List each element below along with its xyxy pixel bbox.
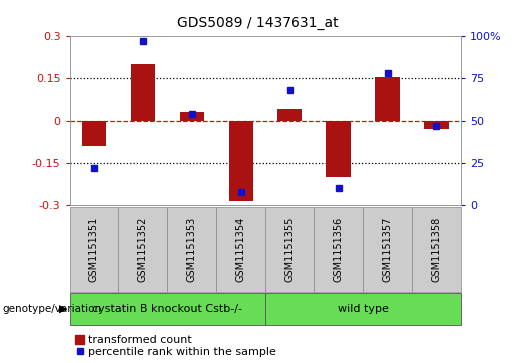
Text: genotype/variation: genotype/variation xyxy=(3,304,101,314)
Bar xyxy=(327,121,351,177)
Bar xyxy=(375,77,400,121)
Text: GSM1151356: GSM1151356 xyxy=(334,217,344,282)
Bar xyxy=(229,121,253,201)
Text: GSM1151353: GSM1151353 xyxy=(187,217,197,282)
Bar xyxy=(180,112,204,121)
Bar xyxy=(82,121,106,146)
Text: GSM1151352: GSM1151352 xyxy=(138,217,148,282)
Legend: transformed count, percentile rank within the sample: transformed count, percentile rank withi… xyxy=(75,335,276,358)
Text: ▶: ▶ xyxy=(59,304,67,314)
Text: GSM1151351: GSM1151351 xyxy=(89,217,99,282)
Text: cystatin B knockout Cstb-/-: cystatin B knockout Cstb-/- xyxy=(92,304,243,314)
Bar xyxy=(131,65,155,121)
Bar xyxy=(278,110,302,121)
Text: GSM1151357: GSM1151357 xyxy=(383,217,392,282)
Text: GDS5089 / 1437631_at: GDS5089 / 1437631_at xyxy=(177,16,338,30)
Text: GSM1151358: GSM1151358 xyxy=(432,217,441,282)
Text: wild type: wild type xyxy=(338,304,388,314)
Text: GSM1151355: GSM1151355 xyxy=(285,217,295,282)
Text: GSM1151354: GSM1151354 xyxy=(236,217,246,282)
Bar xyxy=(424,121,449,129)
